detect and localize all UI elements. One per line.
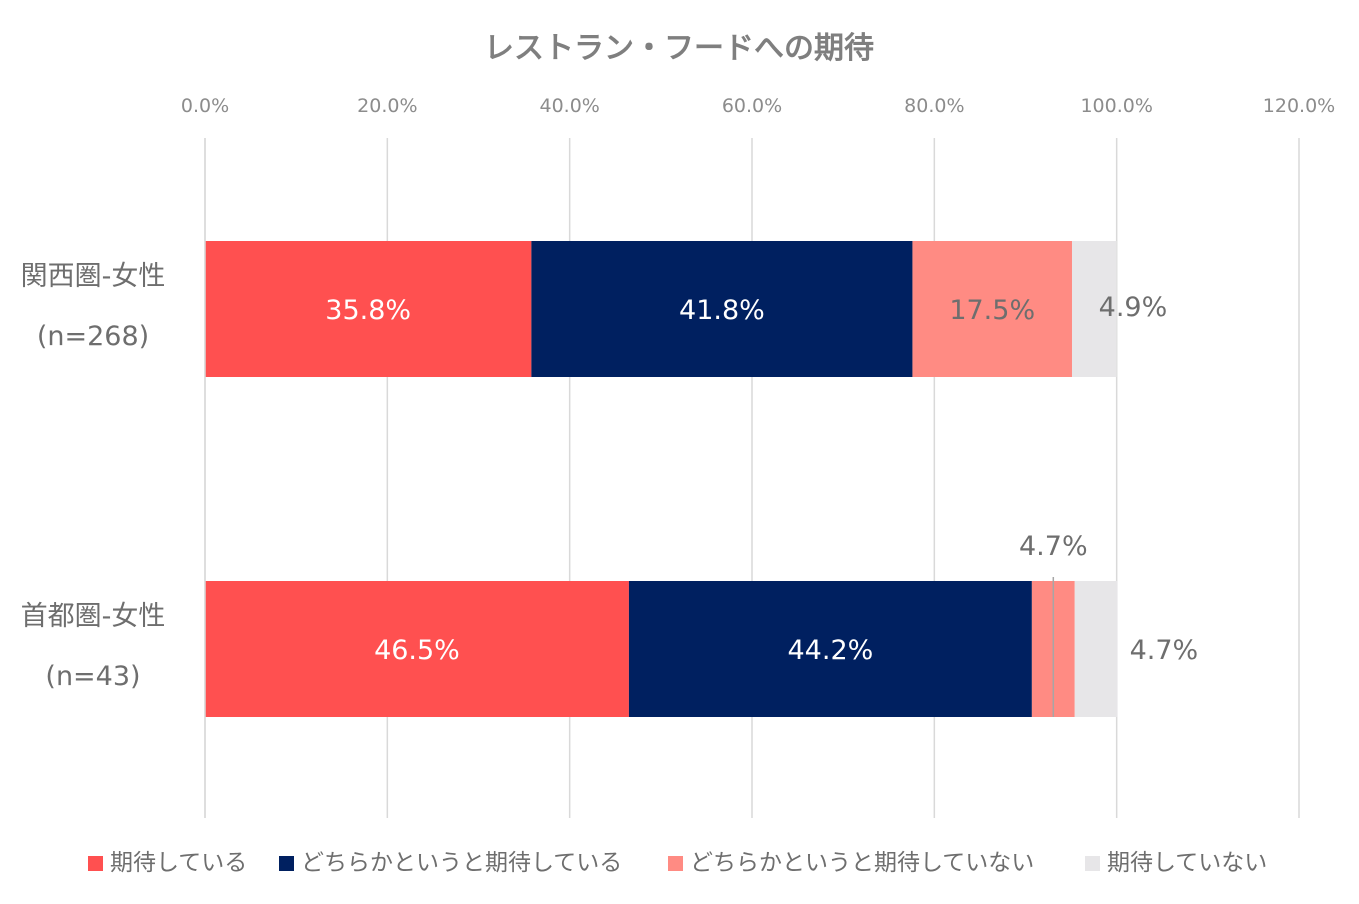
bar-segment: [912, 241, 1072, 377]
data-label: 17.5%: [949, 295, 1035, 326]
data-label: 4.9%: [1099, 292, 1168, 323]
category-label: (n=43): [45, 661, 140, 692]
data-label: 4.7%: [1130, 635, 1199, 666]
x-tick-label: 20.0%: [357, 95, 417, 117]
data-label: 41.8%: [679, 295, 765, 326]
legend-label: 期待している: [110, 850, 247, 876]
data-label: 44.2%: [788, 635, 874, 666]
legend-label: どちらかというと期待している: [301, 850, 622, 876]
bar-segment: [628, 581, 1032, 717]
x-tick-label: 60.0%: [722, 95, 782, 117]
x-tick-label: 0.0%: [181, 95, 229, 117]
data-label: 46.5%: [374, 635, 460, 666]
category-label: 関西圏-女性: [21, 261, 166, 292]
x-tick-label: 100.0%: [1080, 95, 1152, 117]
data-label: 35.8%: [325, 295, 411, 326]
legend-label: どちらかというと期待していない: [690, 850, 1034, 876]
chart-title: レストラン・フードへの期待: [484, 31, 874, 66]
data-label: 4.7%: [1019, 531, 1088, 562]
bar-segment: [205, 241, 532, 377]
x-tick-label: 80.0%: [904, 95, 964, 117]
x-tick-label: 40.0%: [539, 95, 599, 117]
legend-swatch: [1085, 856, 1100, 871]
category-label: 首都圏-女性: [21, 601, 166, 632]
legend-swatch: [668, 856, 683, 871]
legend-label: 期待していない: [1107, 850, 1267, 876]
legend-swatch: [279, 856, 294, 871]
category-label: (n=268): [37, 321, 149, 352]
x-tick-label: 120.0%: [1263, 95, 1335, 117]
bar-segment: [205, 581, 629, 717]
bar-segment: [1071, 241, 1117, 377]
legend-swatch: [88, 856, 103, 871]
bar-segment: [1074, 581, 1118, 717]
bar-segment: [531, 241, 913, 377]
